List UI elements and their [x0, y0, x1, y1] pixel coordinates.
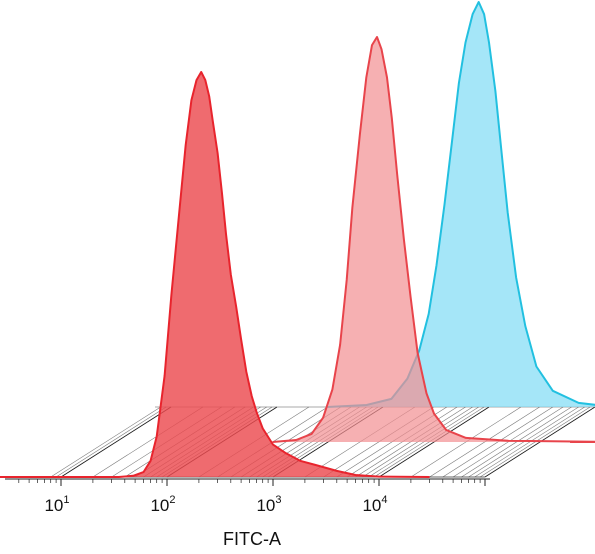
- histogram-series-2-fill: [272, 37, 595, 442]
- x-tick-exponent: 1: [63, 494, 69, 506]
- x-tick-exponent: 3: [275, 494, 281, 506]
- x-tick-base: 10: [44, 496, 63, 515]
- series-layer: [0, 1, 595, 478]
- floor-grid-line: [50, 406, 161, 478]
- x-tick-label: 104: [362, 494, 387, 515]
- x-tick-label: 101: [44, 494, 69, 515]
- histogram-series-1-fill: [0, 72, 430, 477]
- x-tick-base: 10: [362, 496, 381, 515]
- histogram-series-3-line: [327, 1, 595, 408]
- histogram-series-2-line: [272, 36, 595, 443]
- x-tick-base: 10: [256, 496, 275, 515]
- floor-grid-line: [60, 406, 172, 478]
- floor-grid-line: [55, 406, 167, 478]
- x-tick-label: 103: [256, 494, 281, 515]
- histogram-series-3-fill: [327, 2, 595, 407]
- x-tick-base: 10: [150, 496, 169, 515]
- x-axis-title: FITC-A: [223, 529, 281, 549]
- x-tick-label: 102: [150, 494, 175, 515]
- x-axis: 101 102 103 104: [5, 478, 490, 515]
- x-tick-exponent: 2: [169, 494, 175, 506]
- histogram-series-1-line: [0, 71, 430, 478]
- x-tick-exponent: 4: [381, 494, 387, 506]
